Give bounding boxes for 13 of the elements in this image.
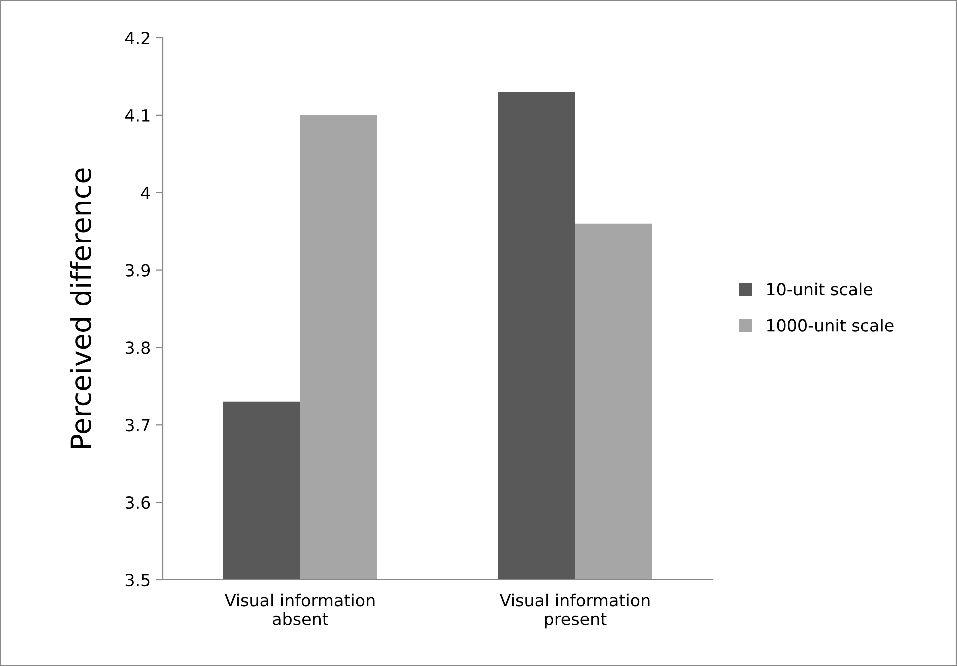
y-tick-label: 3.7 bbox=[126, 419, 150, 432]
legend-label: 1000-unit scale bbox=[767, 319, 894, 332]
y-tick-label: 3.9 bbox=[126, 264, 150, 277]
y-tick-label: 4.1 bbox=[126, 110, 150, 122]
y-tick-label: 3.8 bbox=[126, 342, 150, 354]
y-tick-label: 3.5 bbox=[126, 574, 150, 587]
y-tick-label: 4.2 bbox=[126, 32, 150, 44]
x-tick-label: Visual information present bbox=[500, 594, 650, 629]
y-tick-label: 3.6 bbox=[126, 496, 150, 510]
legend-label: 10-unit scale bbox=[767, 282, 873, 296]
y-axis-title: Perceived difference bbox=[70, 168, 92, 448]
x-tick-label: Visual information absent bbox=[225, 594, 375, 626]
y-tick-label: 4 bbox=[141, 187, 150, 200]
